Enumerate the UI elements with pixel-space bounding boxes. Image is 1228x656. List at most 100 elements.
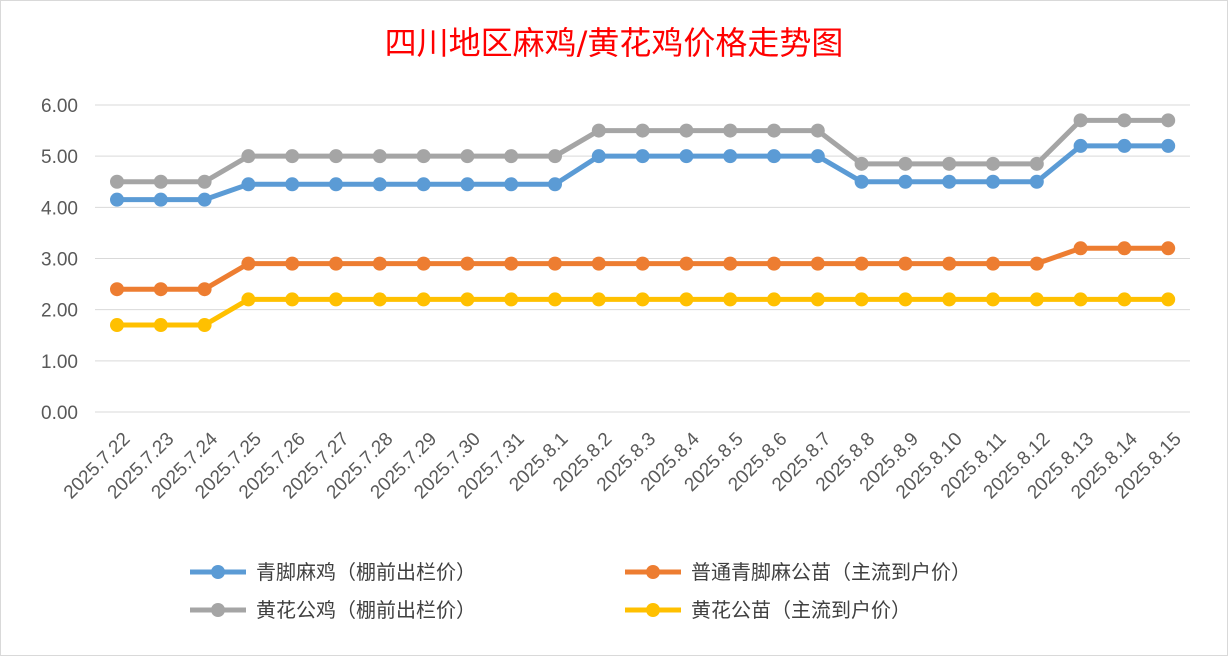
data-point [679, 123, 694, 138]
data-point [679, 256, 694, 271]
x-axis-ticks: 2025.7.222025.7.232025.7.242025.7.252025… [60, 428, 1186, 503]
legend-entry: 黄花公鸡（棚前出栏价） [190, 598, 476, 622]
data-point [416, 292, 431, 307]
series-3 [110, 113, 1176, 189]
data-point [1117, 138, 1132, 153]
legend-marker [646, 565, 660, 579]
data-point [110, 282, 124, 297]
data-point [110, 174, 124, 189]
data-point [504, 149, 519, 164]
data-point [635, 123, 650, 138]
legend-marker [646, 603, 660, 617]
data-point [1073, 241, 1088, 256]
data-point [241, 292, 256, 307]
data-point [591, 256, 606, 271]
data-point [986, 292, 1000, 307]
data-point [197, 192, 212, 207]
data-point [285, 292, 300, 307]
data-point [241, 177, 256, 192]
data-point [591, 149, 606, 164]
legend-label: 黄花公鸡（棚前出栏价） [256, 598, 476, 622]
legend-label: 普通青脚麻公苗（主流到户价） [691, 560, 971, 584]
data-point [416, 177, 431, 192]
data-point [153, 174, 168, 189]
y-tick-label: 2.00 [41, 301, 78, 322]
data-point [504, 292, 519, 307]
legend: 青脚麻鸡（棚前出栏价） 普通青脚麻公苗（主流到户价） 黄花公鸡（棚前出栏价） 黄花公苗… [190, 560, 971, 622]
data-point [460, 292, 475, 307]
data-point [460, 177, 475, 192]
y-tick-label: 6.00 [41, 96, 78, 117]
legend-entry: 普通青脚麻公苗（主流到户价） [625, 560, 971, 584]
data-point [329, 292, 343, 307]
series-lines [110, 113, 1176, 333]
y-tick-label: 5.00 [41, 147, 78, 168]
data-point [548, 149, 562, 164]
data-point [986, 256, 1000, 271]
data-point [1117, 292, 1132, 307]
y-tick-label: 0.00 [41, 403, 78, 424]
data-point [372, 256, 387, 271]
data-point [635, 292, 650, 307]
data-point [460, 256, 475, 271]
data-point [810, 256, 825, 271]
data-point [1117, 113, 1132, 128]
data-point [285, 256, 300, 271]
y-tick-label: 1.00 [41, 352, 78, 373]
data-point [241, 256, 256, 271]
series-1 [110, 138, 1176, 207]
data-point [898, 256, 913, 271]
legend-entry: 青脚麻鸡（棚前出栏价） [190, 560, 476, 584]
data-point [504, 256, 519, 271]
data-point [767, 123, 781, 138]
data-point [854, 256, 869, 271]
data-point [416, 149, 431, 164]
data-point [1073, 292, 1088, 307]
data-point [723, 256, 738, 271]
y-tick-label: 4.00 [41, 198, 78, 219]
data-point [767, 256, 781, 271]
data-point [1029, 156, 1044, 171]
data-point [153, 318, 168, 333]
data-point [153, 282, 168, 297]
y-axis-ticks: 0.00 1.00 2.00 3.00 4.00 5.00 6.00 [41, 96, 78, 424]
data-point [110, 192, 124, 207]
data-point [591, 292, 606, 307]
legend-label: 青脚麻鸡（棚前出栏价） [256, 560, 476, 584]
data-point [898, 156, 913, 171]
data-point [372, 177, 387, 192]
data-point [898, 174, 913, 189]
data-point [1029, 174, 1044, 189]
data-point [197, 318, 212, 333]
data-point [1029, 256, 1044, 271]
data-point [416, 256, 431, 271]
legend-marker [211, 565, 225, 579]
data-point [723, 123, 738, 138]
legend-label: 黄花公苗（主流到户价） [691, 598, 911, 622]
data-point [942, 292, 957, 307]
data-point [329, 149, 343, 164]
data-point [723, 292, 738, 307]
data-point [372, 292, 387, 307]
data-point [197, 174, 212, 189]
data-point [942, 156, 957, 171]
data-point [810, 292, 825, 307]
data-point [635, 149, 650, 164]
data-point [854, 174, 869, 189]
data-point [1161, 241, 1176, 256]
data-point [810, 149, 825, 164]
data-point [548, 256, 562, 271]
data-point [548, 292, 562, 307]
data-point [241, 149, 256, 164]
data-point [1073, 138, 1088, 153]
data-point [329, 177, 343, 192]
data-point [767, 292, 781, 307]
data-point [1117, 241, 1132, 256]
data-point [898, 292, 913, 307]
data-point [153, 192, 168, 207]
data-point [548, 177, 562, 192]
legend-marker [211, 603, 225, 617]
data-point [1161, 138, 1176, 153]
data-point [1073, 113, 1088, 128]
